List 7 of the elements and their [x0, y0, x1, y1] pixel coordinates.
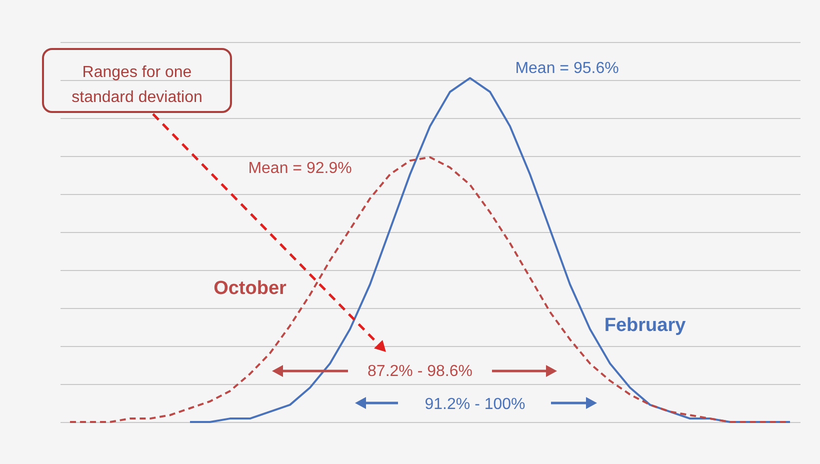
series-label: February [604, 315, 686, 336]
annotation: 87.2% - 98.6% [368, 363, 472, 380]
annotation: Mean = 92.9% [248, 160, 352, 177]
series-label: October [214, 278, 288, 299]
annotation: Ranges for one standard deviation [72, 64, 202, 106]
text: Mean = 95.6% [515, 60, 619, 77]
annotation: 91.2% - 100% [424, 396, 526, 413]
